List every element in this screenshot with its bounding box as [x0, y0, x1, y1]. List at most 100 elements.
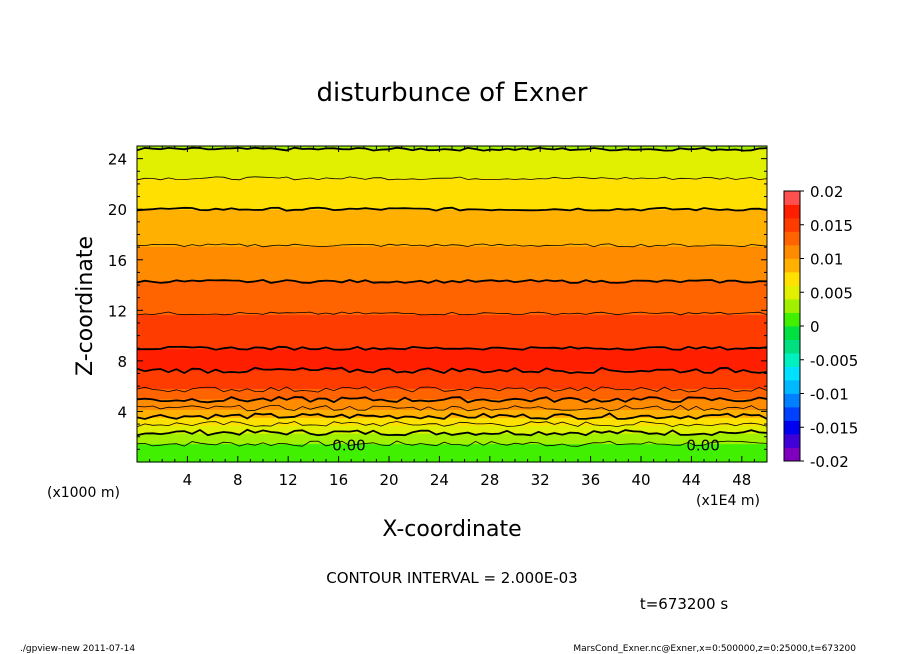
contour-band	[137, 332, 767, 337]
contour-band	[137, 301, 767, 305]
contour-line	[136, 278, 768, 284]
contour-band	[137, 325, 767, 329]
contour-band	[137, 372, 767, 376]
x-tick-label: 20	[379, 471, 398, 489]
contour-line	[136, 243, 768, 248]
contour-band	[137, 314, 767, 318]
contour-band	[137, 343, 767, 347]
contour-band	[137, 454, 767, 458]
contour-band	[137, 304, 767, 308]
x-tick-label: 24	[430, 471, 449, 489]
contour-band	[137, 169, 767, 173]
contour-band	[137, 361, 767, 366]
colorbar-swatch	[784, 366, 800, 381]
contour-band	[137, 209, 767, 213]
contour-band	[137, 383, 767, 387]
y-tick-label: 24	[108, 151, 127, 169]
colorbar-swatch	[784, 285, 800, 300]
x-tick-label: 40	[631, 471, 650, 489]
contour-band	[137, 214, 767, 218]
colorbar-swatch	[784, 231, 800, 246]
y-tick-label: 16	[108, 252, 127, 270]
x-tick-label: 48	[732, 471, 751, 489]
contour-band	[137, 251, 767, 255]
contour-band	[137, 435, 767, 439]
contour-band	[137, 275, 767, 279]
contour-band	[137, 227, 767, 231]
contour-band	[137, 451, 767, 455]
contour-band	[137, 217, 767, 221]
contour-line	[136, 412, 768, 420]
contour-band	[137, 440, 767, 445]
contour-label: 0.00	[332, 437, 365, 455]
contour-band	[137, 406, 767, 410]
contour-band	[137, 356, 767, 360]
contour-band	[137, 430, 767, 434]
contour-band	[137, 327, 767, 331]
contour-band	[137, 375, 767, 379]
colorbar-swatch	[784, 420, 800, 435]
contour-band	[137, 259, 767, 263]
contour-band	[137, 311, 767, 316]
contour-line	[136, 404, 768, 412]
colorbar-swatch	[784, 407, 800, 421]
colorbar-swatch	[784, 191, 800, 205]
contour-band	[137, 282, 767, 287]
contour-band	[137, 427, 767, 431]
contour-band	[137, 398, 767, 403]
contour-band	[137, 172, 767, 176]
contour-band	[137, 261, 767, 266]
contour-band	[137, 309, 767, 313]
contour-line	[136, 311, 768, 316]
contour-band	[137, 322, 767, 326]
y-tick-label: 4	[117, 403, 127, 421]
contour-band	[137, 151, 767, 155]
contour-line	[136, 428, 768, 437]
contour-band	[137, 232, 767, 237]
contour-band	[137, 201, 767, 205]
contour-band	[137, 425, 767, 429]
contour-band	[137, 438, 767, 442]
contour-band	[137, 248, 767, 252]
contour-line	[136, 366, 768, 375]
contour-band	[137, 203, 767, 208]
contour-line	[136, 146, 768, 152]
contour-band	[137, 180, 767, 184]
colorbar-swatch	[784, 245, 800, 259]
colorbar-swatch	[784, 272, 800, 286]
colorbar-tick-label: 0	[810, 318, 820, 336]
colorbar-tick-label: -0.02	[810, 453, 849, 471]
contour-band	[137, 164, 767, 168]
contour-band	[137, 156, 767, 160]
contour-line	[136, 206, 768, 212]
contour-band	[137, 230, 767, 234]
colorbar-swatch	[784, 393, 800, 408]
contour-band	[137, 330, 767, 334]
contour-band	[137, 335, 767, 339]
contour-band	[137, 401, 767, 405]
contour-band	[137, 390, 767, 395]
x-tick-label: 36	[581, 471, 600, 489]
contour-band	[137, 277, 767, 281]
x-tick-label: 12	[279, 471, 298, 489]
contour-line	[136, 420, 768, 428]
contour-band	[137, 288, 767, 292]
contour-band	[137, 290, 767, 295]
contour-band	[137, 377, 767, 381]
contour-band	[137, 267, 767, 271]
x-tick-label: 44	[682, 471, 701, 489]
contour-band	[137, 448, 767, 453]
contour-band	[137, 246, 767, 250]
contour-band	[137, 264, 767, 268]
colorbar-swatch	[784, 380, 800, 394]
contour-band	[137, 285, 767, 289]
contour-band	[137, 182, 767, 187]
contour-band	[137, 256, 767, 260]
contour-band	[137, 443, 767, 447]
y-tick-label: 20	[108, 201, 127, 219]
contour-band	[137, 298, 767, 302]
x-tick-label: 28	[480, 471, 499, 489]
contour-line	[136, 386, 768, 393]
contour-band	[137, 446, 767, 450]
